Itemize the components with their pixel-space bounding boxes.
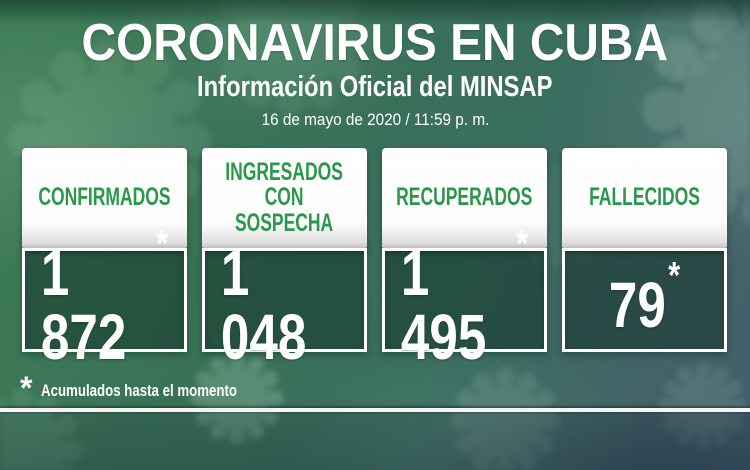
stat-value-group: 1 048 (221, 231, 348, 369)
stat-card-label: INGRESADOS CON SOSPECHA (202, 148, 367, 248)
cumulative-asterisk: * (668, 255, 681, 297)
stat-value-group: 1 872 * (40, 225, 168, 373)
subtitle: Información Oficial del MINSAP (0, 73, 750, 102)
stat-value-group: 79 * (608, 257, 680, 341)
report-date: 16 de mayo de 2020 / 11:59 p. m. (0, 111, 750, 128)
stat-card-label-text: RECUPERADOS (396, 183, 533, 212)
stat-card-label: CONFIRMADOS (22, 148, 187, 248)
bottom-band (0, 412, 750, 470)
stat-card-confirmados: CONFIRMADOS 1 872 * (22, 148, 187, 369)
header: CORONAVIRUS EN CUBA Información Oficial … (0, 17, 750, 128)
page-title-text: CORONAVIRUS EN CUBA (81, 14, 669, 72)
stat-value: 1 048 (220, 237, 307, 373)
footnote-text: Acumulados hasta el momento (41, 381, 238, 400)
stat-card-ingresados-con-sospecha: INGRESADOS CON SOSPECHA 1 048 (202, 148, 367, 369)
stat-card-value-box: 1 048 (202, 241, 367, 369)
stat-value: 79 (608, 269, 666, 341)
stat-card-label: FALLECIDOS (562, 148, 727, 248)
cumulative-asterisk: * (156, 223, 169, 265)
stat-value-group: 1 495 * (400, 225, 528, 373)
stat-value: 1 872 (40, 237, 127, 373)
stat-card-recuperados: RECUPERADOS 1 495 * (382, 148, 547, 369)
report-date-text: 16 de mayo de 2020 / 11:59 p. m. (261, 110, 489, 129)
stat-card-label-text: INGRESADOS CON SOSPECHA (225, 157, 344, 237)
stat-card-value-box: 1 495 * (382, 225, 547, 369)
stat-card-label: RECUPERADOS (382, 148, 547, 248)
stat-cards: CONFIRMADOS 1 872 * INGRESADOS CON SOSPE… (22, 148, 727, 369)
subtitle-text: Información Oficial del MINSAP (197, 71, 553, 103)
stat-card-value-box: 79 * (562, 248, 727, 352)
stat-card-label-text: CONFIRMADOS (38, 183, 171, 212)
cumulative-asterisk: * (516, 223, 529, 265)
stat-card-label-text: FALLECIDOS (589, 183, 700, 212)
footnote: * Acumulados hasta el momento (20, 372, 293, 404)
divider-line (0, 408, 750, 412)
page-title: CORONAVIRUS EN CUBA (0, 17, 750, 69)
stat-card-fallecidos: FALLECIDOS 79 * (562, 148, 727, 352)
virus-texture-band (0, 0, 750, 24)
stat-card-value-box: 1 872 * (22, 225, 187, 369)
footnote-asterisk: * (20, 370, 33, 406)
stat-value: 1 495 (400, 237, 487, 373)
